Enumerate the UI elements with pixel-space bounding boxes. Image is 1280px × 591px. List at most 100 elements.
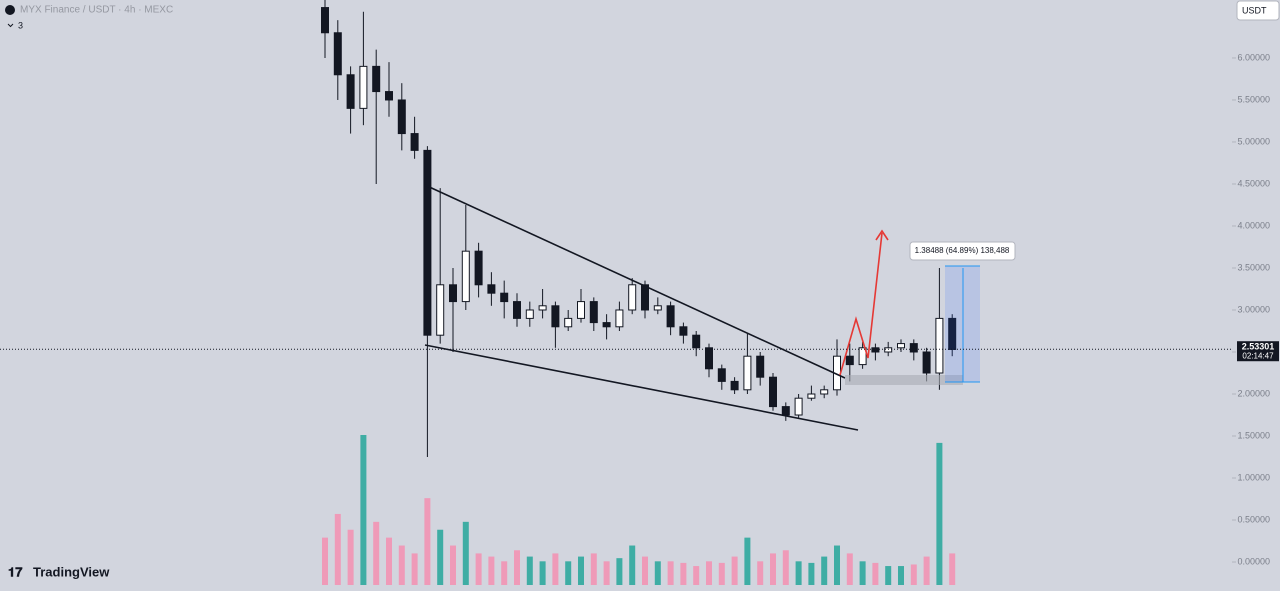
- volume-bar: [642, 556, 648, 585]
- volume-bar: [462, 521, 469, 585]
- candle-body: [717, 368, 726, 382]
- volume-bar: [859, 561, 866, 585]
- volume-bar: [578, 556, 584, 585]
- volume-bar: [782, 550, 789, 585]
- candle-body: [397, 99, 406, 135]
- support-zone: [845, 375, 963, 385]
- candle-body: [628, 284, 637, 311]
- brand-name: TradingView: [33, 564, 110, 579]
- candle-body: [884, 347, 893, 353]
- collapse-icon: [7, 23, 14, 28]
- candle-body: [385, 91, 393, 101]
- candle-body: [602, 322, 611, 328]
- y-tick-label: 5.50000: [1237, 94, 1270, 104]
- volume-bar: [654, 561, 661, 585]
- volume-bar: [373, 521, 380, 585]
- wedge-lower-line: [424, 344, 859, 431]
- y-tick-label: 2.00000: [1237, 388, 1270, 398]
- y-tick-label: 3.00000: [1237, 304, 1270, 314]
- volume-bar: [898, 566, 904, 585]
- candle-body: [346, 74, 355, 109]
- candle-body: [692, 334, 701, 349]
- y-tick-label: 4.00000: [1237, 220, 1270, 230]
- volume-bar: [693, 566, 700, 585]
- currency-label[interactable]: USDT: [1242, 5, 1267, 15]
- candle-body: [820, 389, 829, 395]
- volume-bar: [795, 561, 802, 585]
- currency-button[interactable]: [1236, 0, 1280, 21]
- candle-body: [474, 250, 483, 286]
- volume-bar: [757, 561, 764, 585]
- y-tick-label: 6.00000: [1237, 52, 1270, 62]
- wedge-upper-line: [424, 184, 846, 379]
- candle-body: [372, 65, 381, 93]
- candle-body: [449, 284, 457, 303]
- symbol-icon: [5, 5, 15, 15]
- volume-bar: [526, 556, 533, 585]
- candle-body: [871, 347, 880, 353]
- last-price-tag: [1237, 341, 1279, 362]
- volume-bar: [488, 556, 495, 585]
- volume-bar: [770, 553, 776, 585]
- measure-label: 1.38488 (64.89%) 138,488: [915, 246, 1010, 255]
- arrow-head: [875, 229, 889, 241]
- volume-bar: [885, 566, 892, 585]
- volume-bar: [475, 553, 482, 585]
- candle-body: [589, 301, 598, 324]
- candle-body: [909, 343, 918, 353]
- volume-bar: [718, 562, 725, 585]
- candle-body: [653, 305, 662, 311]
- candle-body: [333, 32, 342, 76]
- volume-bar: [731, 556, 738, 585]
- candle-body: [321, 7, 329, 34]
- y-tick-label: 0.50000: [1237, 514, 1270, 524]
- brand-logo: 𝟏𝟕: [8, 564, 23, 579]
- volume-bar: [565, 561, 572, 585]
- volume-bar: [923, 556, 930, 585]
- candle-body: [897, 343, 905, 349]
- y-tick-label: 4.50000: [1237, 178, 1270, 188]
- candle-body: [679, 326, 688, 336]
- last-price-label: 2.53301: [1242, 342, 1275, 352]
- candle-body: [743, 355, 752, 391]
- volume-bar: [411, 553, 418, 585]
- candle-body: [359, 65, 368, 109]
- volume-bar: [834, 545, 840, 585]
- candle-body: [615, 309, 624, 328]
- y-tick-label: 0.00000: [1237, 556, 1270, 566]
- volume-bar: [347, 529, 354, 585]
- candle-body: [705, 347, 713, 370]
- volume-bar: [910, 564, 917, 585]
- candle-body: [666, 305, 675, 328]
- candle-body: [935, 317, 944, 374]
- volume-bar: [680, 562, 687, 585]
- volume-bar: [667, 561, 674, 585]
- candle-body: [410, 133, 419, 151]
- volume-bar: [386, 537, 392, 585]
- candle-body: [922, 351, 931, 374]
- volume-bar: [744, 537, 751, 585]
- volume-bar: [514, 550, 520, 585]
- candle-body: [641, 284, 649, 311]
- volume-bar: [949, 553, 956, 585]
- volume-bar: [846, 553, 853, 585]
- volume-bar: [334, 513, 341, 585]
- volume-bar: [616, 558, 623, 585]
- candle-body: [564, 317, 573, 328]
- volume-bar: [322, 537, 328, 585]
- candle-body: [948, 317, 957, 350]
- symbol-title: MYX Finance / USDT · 4h · MEXC: [20, 5, 173, 16]
- volume-bar: [706, 561, 712, 585]
- volume-bar: [501, 561, 508, 585]
- candle-body: [781, 406, 790, 416]
- plot: 0.000000.500001.000001.500002.000002.500…: [321, 0, 1270, 585]
- volume-bar: [539, 561, 546, 585]
- candle-body: [500, 292, 509, 303]
- candle-body: [513, 301, 521, 319]
- candle-body: [756, 355, 765, 378]
- candle-body: [845, 355, 854, 366]
- candle-body: [769, 376, 777, 408]
- y-tick-label: 5.00000: [1237, 136, 1270, 146]
